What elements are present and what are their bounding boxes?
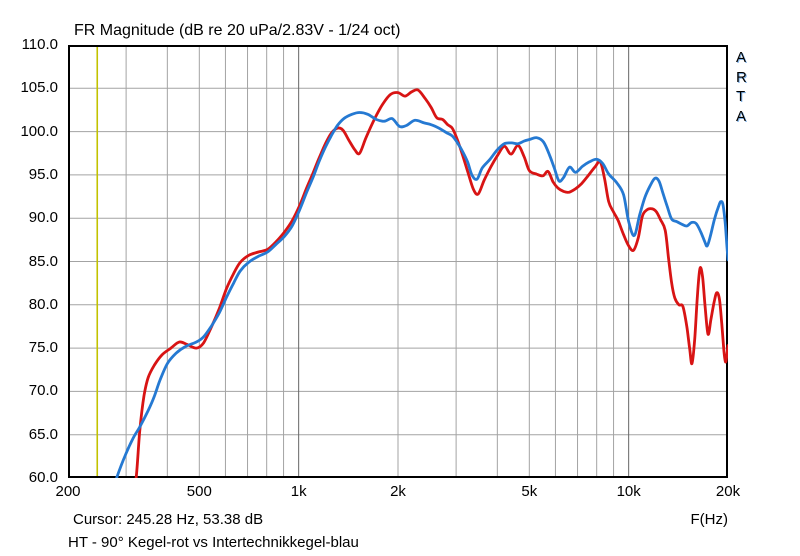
y-tick-label: 105.0 (20, 79, 58, 97)
series-group (115, 88, 728, 478)
y-tick-label: 90.0 (28, 209, 58, 227)
cursor-readout: Cursor: 245.28 Hz, 53.38 dB (73, 511, 264, 528)
x-tick-label: 10k (616, 483, 641, 500)
series-curve-red (134, 88, 728, 478)
fr-plot-area (68, 45, 728, 478)
x-tick-label: 500 (186, 483, 212, 500)
chart-subtitle: HT - 90° Kegel-rot vs Intertechnikkegel-… (68, 534, 359, 551)
y-tick-label: 110.0 (21, 36, 58, 53)
y-axis-labels: 110.0 105.0 100.0 95.0 90.0 85.0 80.0 75.0 70.0 6… (0, 36, 62, 486)
watermark-letter: R (736, 68, 747, 86)
frequency-unit-label: F(Hz) (690, 511, 729, 528)
y-tick-label: 70.0 (28, 382, 58, 400)
watermark-letter: A (736, 107, 747, 125)
x-tick-label: 200 (55, 483, 81, 500)
plot-border (68, 45, 728, 478)
y-tick-label: 80.0 (28, 295, 58, 313)
y-tick-label: 95.0 (28, 165, 58, 183)
y-tick-label: 60.0 (28, 469, 58, 486)
y-tick-label: 65.0 (28, 425, 58, 443)
x-axis-labels: 200 500 1k 2k 5k 10k 20k (55, 483, 740, 503)
series-curve-blue (115, 111, 728, 478)
y-tick-label: 85.0 (28, 252, 58, 270)
x-tick-label: 2k (390, 483, 406, 500)
y-tick-label: 100.0 (20, 122, 58, 140)
x-tick-label: 20k (715, 483, 741, 500)
chart-title: FR Magnitude (dB re 20 uPa/2.83V - 1/24 … (74, 22, 401, 39)
y-tick-label: 75.0 (28, 339, 58, 357)
x-tick-label: 5k (521, 483, 538, 500)
x-tick-label: 1k (290, 483, 307, 500)
watermark-letter: T (736, 88, 746, 105)
fr-chart-canvas[interactable] (68, 45, 728, 478)
watermark-letter: A (736, 49, 747, 66)
